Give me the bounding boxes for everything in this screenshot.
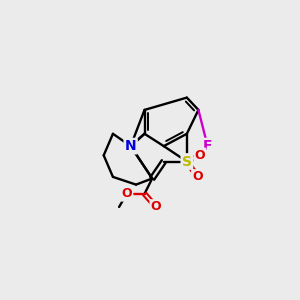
Text: O: O	[192, 170, 203, 183]
Text: N: N	[125, 139, 136, 153]
Text: S: S	[182, 154, 192, 169]
Text: F: F	[203, 139, 212, 153]
Text: O: O	[122, 187, 132, 200]
Text: O: O	[195, 149, 205, 162]
Text: O: O	[151, 200, 161, 213]
